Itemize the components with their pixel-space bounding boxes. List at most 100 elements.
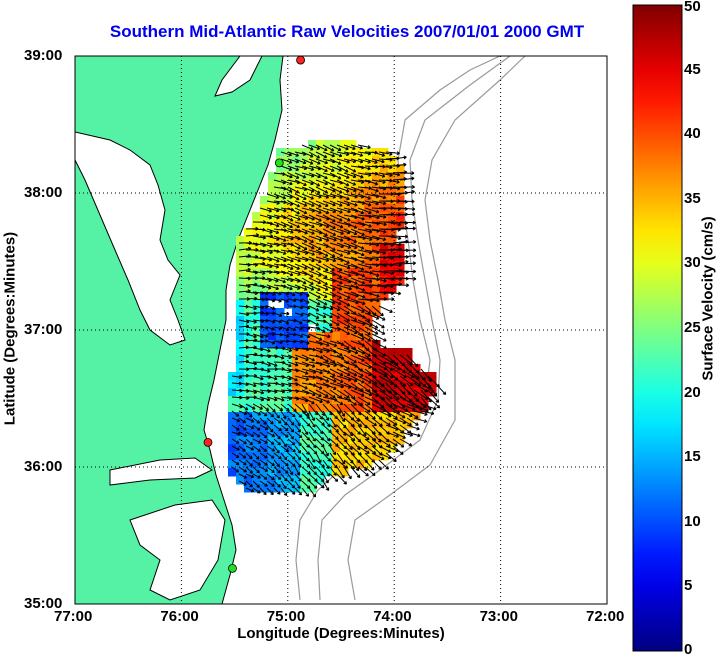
pamlico-sound bbox=[129, 499, 226, 601]
velocity-arrow bbox=[287, 452, 296, 460]
velocity-cell bbox=[268, 260, 277, 269]
velocity-cell bbox=[268, 428, 277, 437]
velocity-arrow bbox=[329, 319, 340, 326]
velocity-cell bbox=[364, 228, 373, 237]
velocity-arrow bbox=[259, 325, 269, 330]
velocity-cell bbox=[308, 332, 317, 341]
velocity-arrow bbox=[329, 298, 342, 306]
velocity-cell bbox=[268, 284, 277, 293]
velocity-cell bbox=[260, 388, 269, 397]
velocity-cell bbox=[244, 476, 253, 485]
velocity-cell bbox=[372, 236, 381, 245]
velocity-cell bbox=[276, 196, 285, 205]
velocity-cell bbox=[268, 388, 277, 397]
velocity-arrow bbox=[273, 445, 280, 454]
velocity-cell bbox=[364, 348, 373, 357]
velocity-cell bbox=[324, 172, 333, 181]
velocity-arrow bbox=[329, 165, 342, 172]
velocity-cell bbox=[356, 388, 365, 397]
velocity-arrow bbox=[322, 144, 335, 152]
velocity-cell bbox=[324, 188, 333, 197]
velocity-cell bbox=[420, 396, 429, 405]
velocity-cell bbox=[252, 228, 261, 237]
velocity-arrow bbox=[287, 200, 301, 208]
velocity-arrow bbox=[308, 424, 317, 434]
velocity-cell bbox=[396, 172, 405, 181]
velocity-arrow bbox=[266, 410, 275, 418]
velocity-arrow bbox=[322, 235, 337, 242]
velocity-arrow bbox=[301, 305, 311, 310]
velocity-arrow bbox=[273, 438, 281, 446]
velocity-arrow bbox=[294, 438, 302, 447]
velocity-arrow bbox=[259, 438, 268, 444]
velocity-vectors bbox=[231, 144, 447, 498]
velocity-cell bbox=[244, 236, 253, 245]
velocity-cell bbox=[308, 348, 317, 357]
velocity-arrow bbox=[280, 263, 294, 270]
velocity-cell bbox=[308, 252, 317, 261]
velocity-cell bbox=[244, 460, 253, 469]
colorbar-tick-label: 25 bbox=[684, 319, 701, 336]
velocity-cell bbox=[404, 420, 413, 429]
velocity-arrow bbox=[273, 473, 282, 480]
velocity-cell bbox=[268, 236, 277, 245]
velocity-arrow bbox=[308, 410, 315, 422]
velocity-cell bbox=[332, 460, 341, 469]
y-tick-label: 37:00 bbox=[24, 321, 63, 338]
velocity-cell bbox=[268, 444, 277, 453]
velocity-cell bbox=[340, 364, 349, 373]
velocity-cell bbox=[316, 324, 325, 333]
velocity-cell bbox=[252, 460, 261, 469]
velocity-cell bbox=[244, 436, 253, 445]
velocity-cell bbox=[244, 268, 253, 277]
velocity-arrow bbox=[315, 263, 329, 272]
velocity-cell bbox=[276, 180, 285, 189]
velocity-cell bbox=[252, 348, 261, 357]
velocity-cell bbox=[244, 468, 253, 477]
velocity-arrow bbox=[343, 172, 357, 179]
velocity-arrow bbox=[322, 305, 334, 311]
velocity-cell bbox=[356, 164, 365, 173]
velocity-cell bbox=[372, 252, 381, 261]
velocity-cell bbox=[308, 276, 317, 285]
velocity-arrow bbox=[357, 396, 371, 406]
velocity-cell bbox=[332, 380, 341, 389]
velocity-cell bbox=[316, 452, 325, 461]
velocity-arrow bbox=[329, 221, 344, 229]
velocity-cell bbox=[236, 364, 245, 373]
shelf-contour-outer bbox=[347, 56, 526, 601]
velocity-arrow bbox=[315, 200, 329, 207]
velocity-arrow bbox=[406, 382, 418, 397]
velocity-arrow bbox=[238, 438, 247, 445]
velocity-cell bbox=[332, 212, 341, 221]
velocity-cell bbox=[332, 388, 341, 397]
velocity-arrow bbox=[308, 277, 322, 285]
velocity-arrow bbox=[266, 361, 278, 367]
velocity-arrow bbox=[294, 452, 302, 461]
velocity-cell bbox=[364, 292, 373, 301]
velocity-arrow bbox=[343, 347, 359, 355]
velocity-cell bbox=[236, 396, 245, 405]
velocity-cell bbox=[404, 396, 413, 405]
colorbar-tick-label: 15 bbox=[684, 448, 701, 466]
velocity-arrow bbox=[294, 235, 308, 243]
velocity-cell bbox=[308, 420, 317, 429]
velocity-arrow bbox=[336, 284, 352, 291]
velocity-cell bbox=[324, 276, 333, 285]
velocity-arrow bbox=[301, 151, 314, 158]
velocity-cell bbox=[292, 164, 301, 173]
velocity-cell bbox=[356, 268, 365, 277]
velocity-arrow bbox=[259, 417, 267, 425]
velocity-cell bbox=[324, 148, 333, 157]
velocity-cell bbox=[292, 252, 301, 261]
station-marker bbox=[274, 158, 284, 168]
velocity-cell bbox=[324, 284, 333, 293]
velocity-arrow bbox=[371, 312, 386, 321]
velocity-arrow bbox=[336, 256, 350, 264]
velocity-arrow bbox=[308, 179, 321, 187]
velocity-arrow bbox=[385, 151, 400, 156]
velocity-arrow bbox=[287, 459, 296, 467]
velocity-arrow bbox=[399, 410, 413, 418]
velocity-cell bbox=[356, 444, 365, 453]
velocity-cell bbox=[244, 404, 253, 413]
